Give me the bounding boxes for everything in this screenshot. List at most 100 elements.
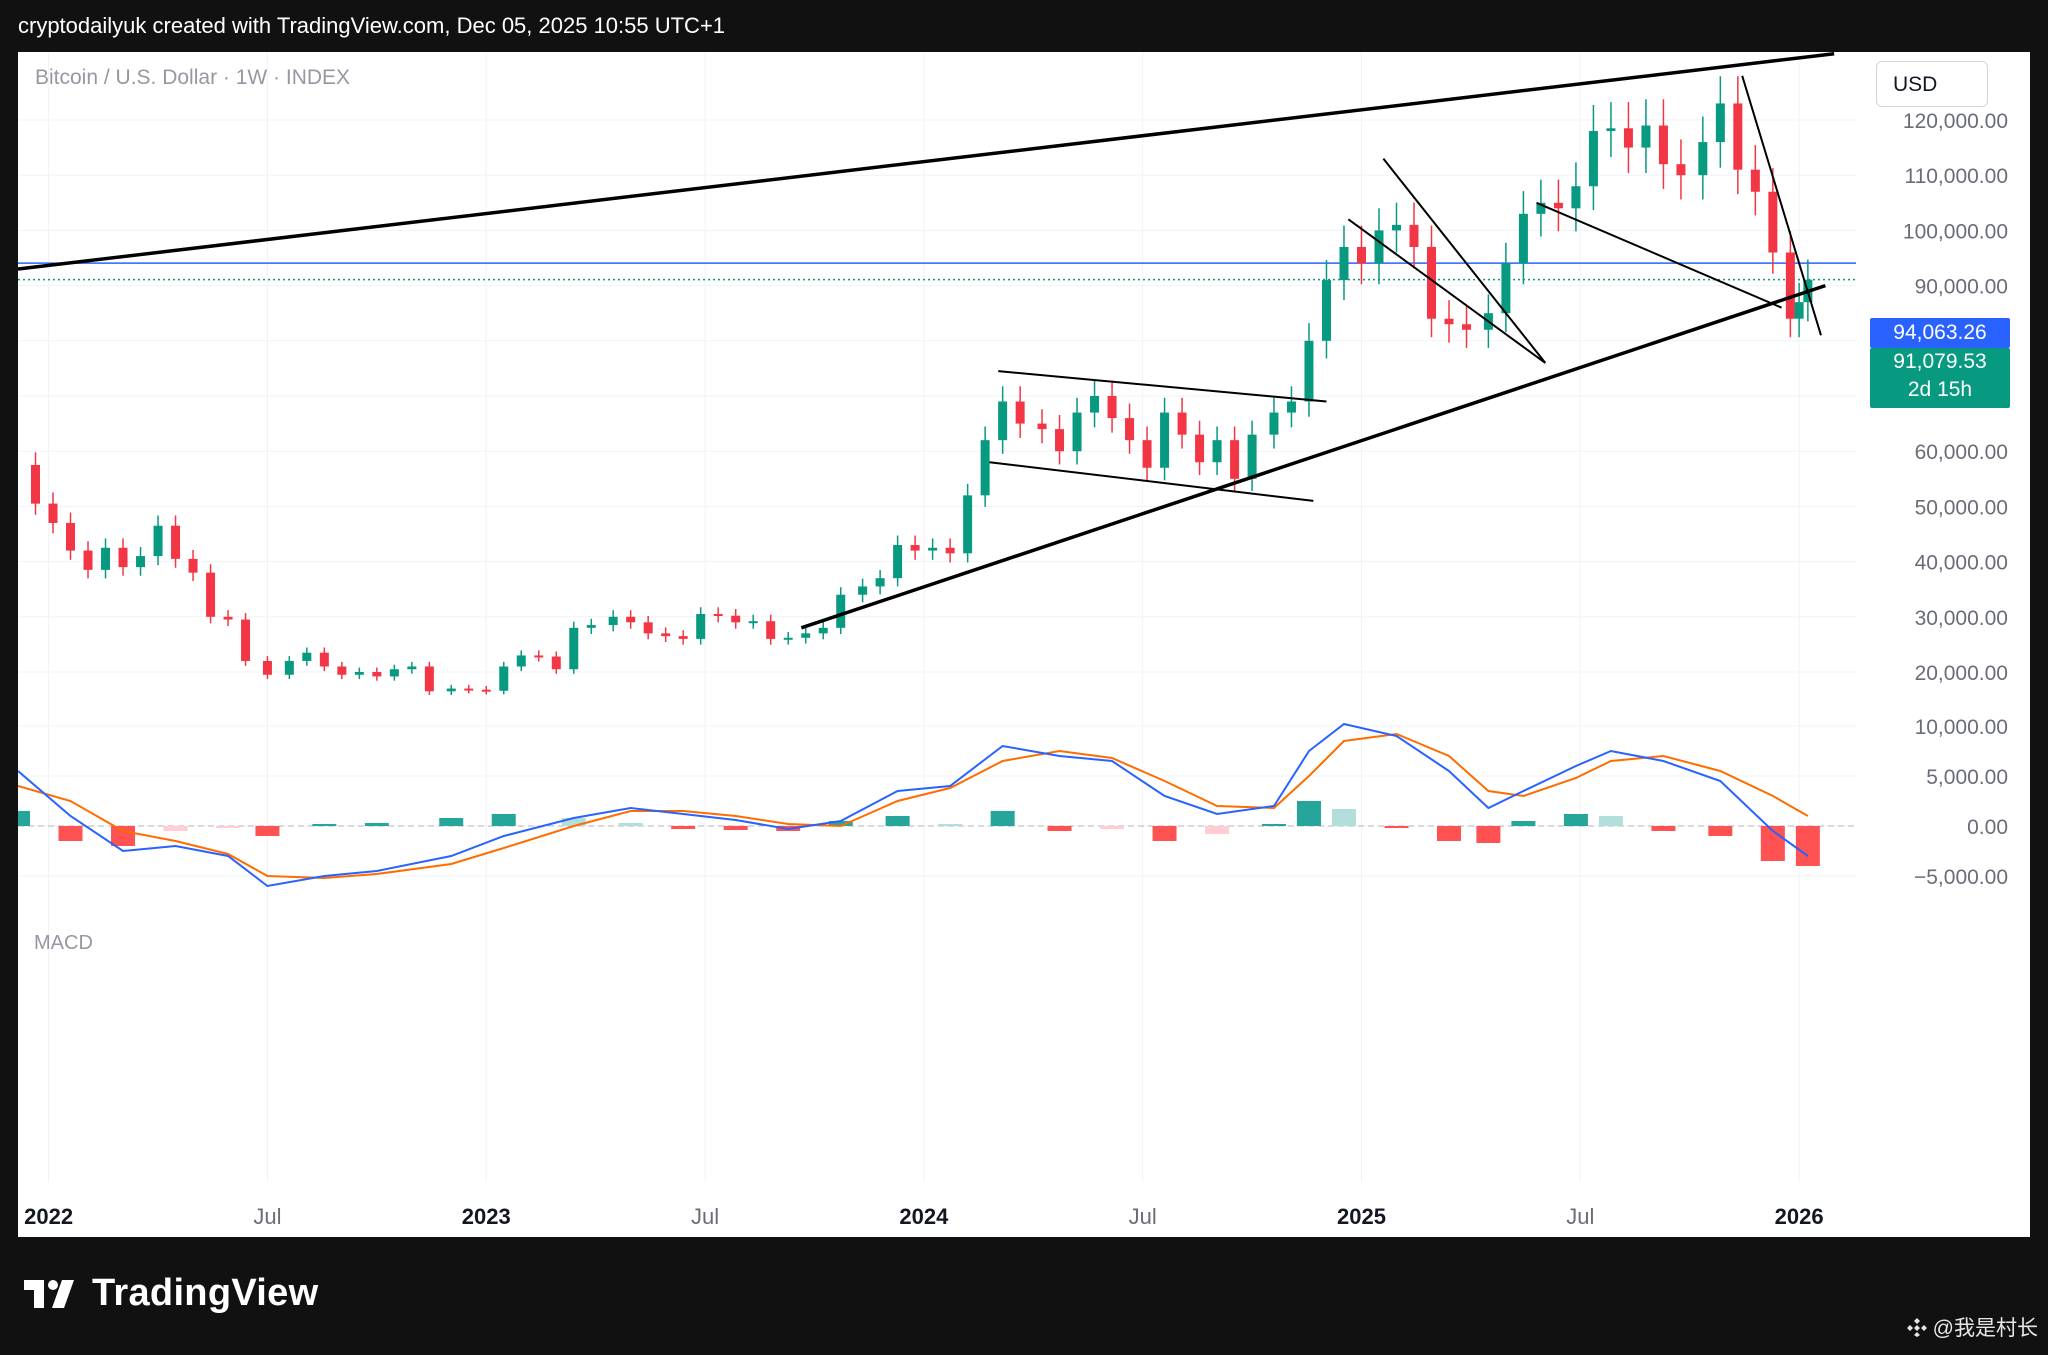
macd-histogram-bar xyxy=(990,811,1015,826)
macd-histogram-bar xyxy=(1384,826,1409,828)
candle-body xyxy=(1142,440,1152,468)
candle-body xyxy=(945,547,955,554)
candle-body xyxy=(963,495,973,554)
candle-body xyxy=(1037,423,1047,430)
macd-histogram-bar xyxy=(723,826,748,830)
candle-body xyxy=(1090,396,1100,413)
tradingview-logo-icon xyxy=(24,1279,74,1308)
macd-histogram-bar xyxy=(561,818,586,826)
trend-line xyxy=(989,461,1314,502)
candle-body xyxy=(337,666,347,675)
candle-body xyxy=(1641,125,1651,148)
macd-histogram-bar xyxy=(216,826,241,828)
candle-body xyxy=(407,666,417,670)
candle-body xyxy=(118,547,128,568)
candle-body xyxy=(1750,169,1760,192)
candle-body xyxy=(678,636,688,639)
tradingview-logo[interactable]: TradingView xyxy=(22,1272,318,1315)
candle-body xyxy=(389,669,399,677)
candle-body xyxy=(1676,164,1686,176)
candle-body xyxy=(1698,142,1708,176)
candle-body xyxy=(464,688,474,691)
candle-body xyxy=(980,440,990,496)
countdown: 2d 15h xyxy=(1907,378,1973,401)
trend-line xyxy=(998,370,1327,403)
candle-body xyxy=(858,586,868,595)
candle-body xyxy=(1409,224,1419,247)
currency-button[interactable]: USD xyxy=(1876,61,1988,107)
candle-body xyxy=(1072,412,1082,452)
macd-histogram-bar xyxy=(58,826,83,841)
macd-histogram-bar xyxy=(828,821,853,826)
trend-line xyxy=(1741,75,1822,336)
candle-body xyxy=(998,401,1008,441)
macd-histogram-bar xyxy=(255,826,280,836)
macd-histogram-bar xyxy=(618,823,643,826)
candle-body xyxy=(1339,246,1349,281)
macd-histogram-bar xyxy=(1795,826,1820,866)
price-tick-label: 30,000.00 xyxy=(1915,607,2008,630)
candle-body xyxy=(516,655,526,667)
candle-body xyxy=(1356,246,1366,264)
candle-body xyxy=(354,672,364,675)
candle-body xyxy=(1392,224,1401,231)
chart-panel[interactable]: 120,000.00110,000.00100,000.0090,000.008… xyxy=(18,52,2030,1237)
time-tick-label: Jul xyxy=(1129,1204,1157,1229)
candle-body xyxy=(1195,434,1205,463)
macd-histogram-bar xyxy=(1598,816,1623,826)
macd-histogram-bar xyxy=(1261,824,1286,826)
candle-body xyxy=(801,633,811,638)
candle-body xyxy=(446,688,456,692)
price-tick-label: 90,000.00 xyxy=(1915,276,2008,299)
macd-histogram-bar xyxy=(163,826,188,831)
candle-body xyxy=(83,550,93,570)
candle-body xyxy=(499,666,509,691)
candle-body xyxy=(284,660,294,675)
binance-icon xyxy=(1906,1318,1927,1337)
candle-body xyxy=(928,547,938,551)
macd-histogram-bar xyxy=(938,824,963,826)
candle-body xyxy=(101,547,111,570)
brand-name: TradingView xyxy=(92,1272,319,1314)
price-tick-label: 20,000.00 xyxy=(1915,662,2008,685)
candle-body xyxy=(1374,230,1384,264)
candle-body xyxy=(1794,302,1804,319)
candle-body xyxy=(1444,318,1454,325)
candle-body xyxy=(569,627,579,670)
macd-histogram-bar xyxy=(1511,821,1536,826)
candle-body xyxy=(910,545,920,551)
price-tick-label: 120,000.00 xyxy=(1903,110,2008,133)
macd-histogram-bar xyxy=(1100,826,1125,829)
macd-histogram-bar xyxy=(1205,826,1230,834)
macd-histogram-bar xyxy=(1476,826,1501,843)
price-tick-label: 40,000.00 xyxy=(1915,552,2008,575)
candle-body xyxy=(1658,125,1668,165)
candle-body xyxy=(1160,412,1170,468)
price-chart-svg: 120,000.00110,000.00100,000.0090,000.008… xyxy=(18,52,2008,1229)
macd-histogram-bar xyxy=(1437,826,1462,841)
candle-body xyxy=(1518,213,1528,264)
trend-line xyxy=(1536,201,1782,309)
time-tick-label: 2024 xyxy=(899,1204,949,1229)
candle-body xyxy=(713,614,723,617)
candle-body xyxy=(766,621,776,639)
candle-body xyxy=(1462,324,1472,330)
macd-histogram-bar xyxy=(1152,826,1177,841)
candle-body xyxy=(1785,252,1795,319)
candle-body xyxy=(1304,340,1314,402)
candle-body xyxy=(586,625,596,628)
candle-body xyxy=(1588,131,1598,187)
candle-body xyxy=(608,616,618,626)
candle-body xyxy=(241,619,251,661)
macd-histogram-bar xyxy=(364,823,389,826)
candle-body xyxy=(893,545,903,579)
candle-body xyxy=(1768,191,1778,253)
candle-body xyxy=(319,652,329,667)
candle-body xyxy=(31,465,41,504)
price-tag-green: 91,079.53 2d 15h xyxy=(1870,348,2010,408)
candle-body xyxy=(136,556,146,568)
candle-body xyxy=(1553,202,1563,209)
candle-body xyxy=(783,637,793,640)
candle-body xyxy=(1286,401,1296,413)
candle-body xyxy=(1536,202,1546,214)
